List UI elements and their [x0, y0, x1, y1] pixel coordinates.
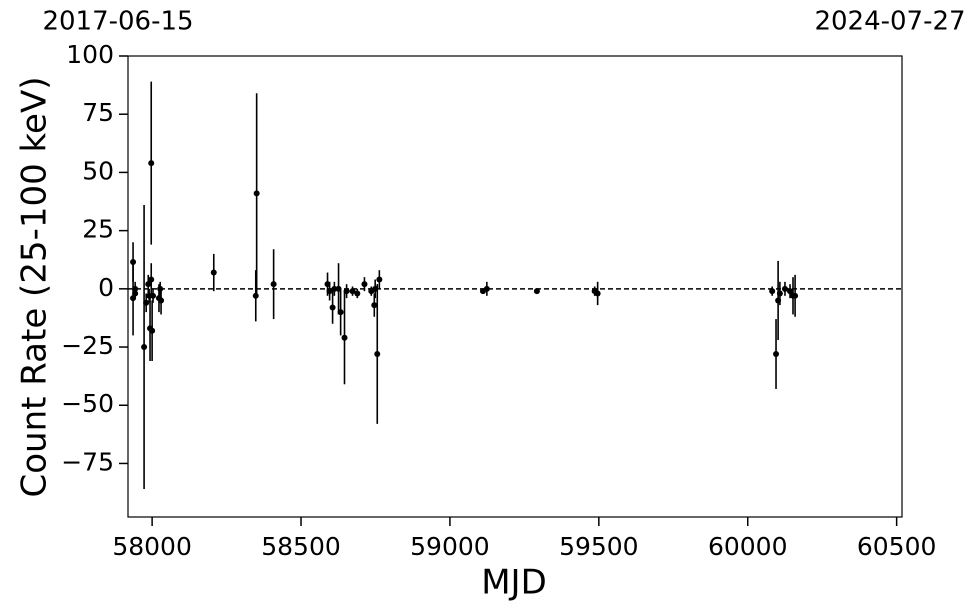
data-point	[354, 290, 361, 297]
data-point	[143, 299, 150, 306]
data-point	[326, 288, 333, 295]
data-point	[533, 288, 540, 295]
data-point	[148, 160, 155, 167]
data-point	[253, 190, 260, 197]
x-tick-label: 59500	[559, 532, 639, 561]
data-point	[270, 281, 277, 288]
y-tick-label: 25	[82, 215, 114, 244]
x-axis-label: MJD	[481, 563, 547, 603]
data-point	[341, 334, 348, 341]
y-axis-label: Count Rate (25-100 keV)	[15, 77, 55, 498]
data-point	[150, 292, 157, 299]
data-point	[361, 281, 368, 288]
data-point	[158, 297, 165, 304]
x-tick-label: 58500	[261, 532, 341, 561]
data-point	[157, 285, 164, 292]
x-tick-label: 58000	[112, 532, 192, 561]
y-tick-label: 50	[82, 156, 114, 185]
x-tick-label: 60500	[857, 532, 937, 561]
data-point	[376, 276, 383, 283]
data-point	[773, 351, 780, 358]
data-point	[132, 290, 139, 297]
data-point	[343, 288, 350, 295]
data-point	[141, 344, 148, 351]
data-point	[483, 285, 490, 292]
data-point	[210, 269, 217, 276]
data-point	[349, 288, 356, 295]
data-point	[252, 292, 259, 299]
start-date-label: 2017-06-15	[42, 7, 193, 37]
data-point	[781, 285, 788, 292]
x-tick-label: 60000	[708, 532, 788, 561]
plot-frame	[127, 55, 903, 518]
x-tick-label: 59000	[410, 532, 490, 561]
data-point	[149, 327, 156, 334]
data-point	[769, 288, 776, 295]
data-point	[331, 285, 338, 292]
y-tick-label: 0	[98, 273, 114, 302]
y-tick-label: −75	[61, 447, 114, 476]
end-date-label: 2024-07-27	[814, 7, 965, 37]
data-point	[792, 292, 799, 299]
data-point	[787, 288, 794, 295]
data-point	[329, 304, 336, 311]
data-point	[371, 302, 378, 309]
data-point	[374, 351, 381, 358]
y-tick-label: −50	[61, 389, 114, 418]
y-tick-label: 100	[66, 40, 114, 69]
data-point	[776, 290, 783, 297]
data-point	[594, 290, 601, 297]
data-point	[145, 281, 152, 288]
data-point	[337, 309, 344, 316]
y-tick-label: −25	[61, 331, 114, 360]
data-point	[148, 276, 155, 283]
y-tick-label: 75	[82, 98, 114, 127]
